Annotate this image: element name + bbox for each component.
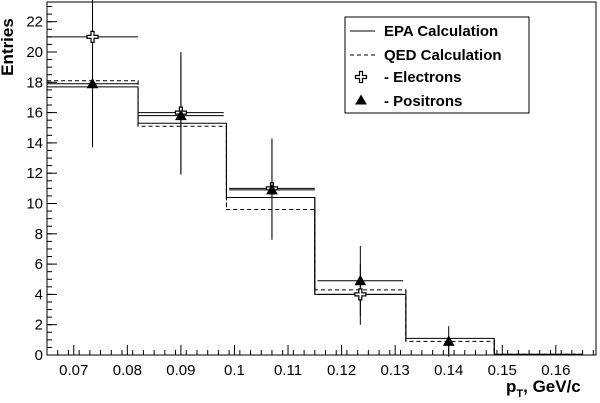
x-tick-label: 0.12 [327, 362, 356, 379]
positron-point [354, 274, 367, 286]
x-tick-label: 0.16 [541, 362, 570, 379]
legend-label-electrons: - Electrons [384, 69, 462, 86]
legend-symbol-positrons [355, 94, 367, 105]
x-tick-label: 0.14 [434, 362, 463, 379]
legend-label-qed: QED Calculation [384, 47, 502, 64]
histogram-layer [47, 80, 583, 355]
positron-point [266, 183, 278, 195]
y-tick-label: 14 [26, 135, 43, 152]
y-axis-title: Entries [0, 18, 17, 76]
positron-point [86, 77, 99, 89]
positron-point [175, 109, 187, 121]
y-tick-label: 0 [35, 347, 43, 364]
y-tick-label: 8 [35, 226, 43, 243]
y-tick-label: 12 [26, 165, 43, 182]
x-axis-title-subscript: T [516, 388, 523, 400]
legend-symbol-electrons [354, 70, 368, 84]
axes: 0.07 0.08 0.09 0.1 0.11 0.12 0.13 0.14 0.15 0.16 0… [26, 6, 594, 379]
marker-layer [86, 30, 455, 346]
legend-label-epa: EPA Calculation [384, 23, 498, 40]
x-tick-label: 0.1 [224, 362, 245, 379]
y-tick-label: 4 [35, 286, 43, 303]
x-tick-label: 0.15 [488, 362, 517, 379]
x-tick-label: 0.11 [274, 362, 302, 379]
x-tick-label: 0.13 [381, 362, 410, 379]
x-axis-title-main: p [506, 377, 516, 396]
x-axis-title: pT, GeV/c [506, 377, 581, 400]
y-tick-label: 18 [26, 74, 43, 91]
legend-box [344, 16, 530, 114]
x-tick-label: 0.08 [113, 362, 142, 379]
x-tick-label: 0.09 [166, 362, 195, 379]
y-tick-label: 10 [26, 195, 43, 212]
x-axis-title-rest: , GeV/c [523, 377, 581, 396]
y-tick-label: 6 [35, 256, 43, 273]
plot-frame [46, 1, 597, 356]
electron-point [86, 30, 99, 43]
y-tick-label: 2 [35, 317, 43, 334]
x-tick-label: 0.07 [59, 362, 88, 379]
legend: EPA Calculation QED Calculation - Electr… [344, 16, 530, 114]
y-tick-label: 22 [26, 14, 43, 31]
y-tick-label: 20 [26, 44, 43, 61]
y-tick-label: 16 [26, 105, 43, 122]
legend-label-positrons: - Positrons [384, 93, 462, 110]
electron-point [354, 288, 367, 301]
